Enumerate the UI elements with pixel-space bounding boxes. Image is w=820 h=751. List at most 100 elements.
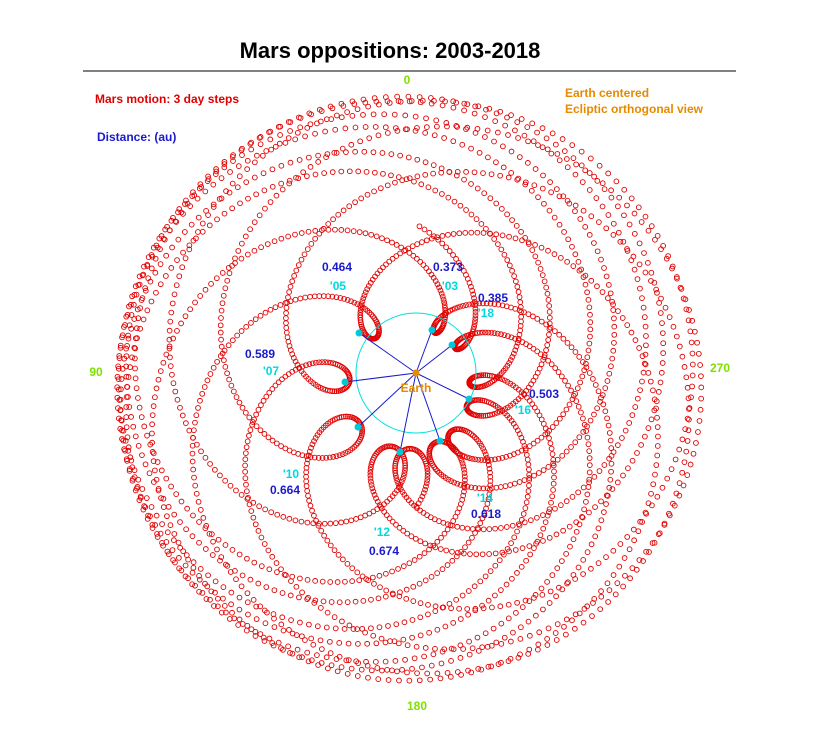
mars-position: [530, 440, 537, 447]
mars-position: [359, 428, 366, 435]
mars-position: [642, 269, 649, 276]
mars-position: [414, 173, 421, 180]
mars-position: [124, 343, 130, 349]
mars-position: [186, 242, 193, 249]
mars-position: [273, 560, 280, 566]
mars-position: [324, 537, 331, 544]
mars-position: [331, 388, 338, 395]
mars-position: [123, 313, 130, 320]
mars-position: [129, 293, 135, 300]
mars-position: [228, 382, 235, 389]
mars-position: [563, 156, 570, 162]
mars-position: [631, 210, 638, 217]
mars-position: [289, 650, 296, 657]
mars-position: [196, 519, 202, 525]
mars-position: [396, 677, 402, 684]
mars-position: [643, 510, 650, 517]
mars-position: [403, 586, 410, 593]
mars-position: [323, 624, 330, 631]
mars-position: [461, 482, 467, 489]
mars-position: [273, 192, 280, 199]
opposition-distance: 0.503: [529, 387, 559, 401]
mars-position: [229, 547, 236, 553]
mars-position: [509, 522, 516, 529]
mars-position: [327, 650, 334, 656]
mars-position: [351, 443, 358, 450]
mars-position: [170, 380, 177, 387]
mars-position: [583, 360, 589, 367]
opposition-distance: 0.664: [270, 483, 300, 497]
mars-position: [544, 636, 550, 642]
mars-position: [615, 229, 622, 236]
mars-position: [378, 635, 385, 642]
mars-position: [213, 168, 220, 175]
mars-position: [350, 228, 357, 234]
mars-position: [591, 411, 597, 418]
mars-position: [666, 512, 673, 519]
mars-position: [377, 185, 384, 192]
mars-position: [289, 573, 296, 580]
mars-position: [417, 538, 424, 545]
mars-position: [535, 142, 541, 148]
mars-position: [222, 561, 229, 568]
mars-position: [327, 638, 333, 645]
mars-position: [586, 476, 593, 483]
mars-position: [480, 372, 487, 378]
mars-position: [239, 152, 245, 158]
mars-position: [199, 228, 206, 235]
mars-position: [294, 646, 301, 653]
mars-position: [526, 443, 533, 449]
mars-position: [224, 563, 231, 569]
mars-position: [370, 488, 377, 495]
mars-position: [400, 636, 407, 643]
mars-position: [594, 248, 601, 255]
mars-position: [270, 611, 277, 617]
mars-position: [265, 434, 272, 441]
mars-position: [193, 490, 200, 497]
mars-position: [500, 164, 507, 171]
mars-position: [325, 221, 332, 227]
mars-position: [325, 359, 331, 366]
mars-position: [580, 359, 586, 365]
mars-position: [392, 472, 399, 479]
mars-position: [121, 324, 127, 330]
mars-position: [196, 572, 202, 579]
mars-position: [579, 514, 586, 521]
mars-position: [472, 530, 478, 536]
mars-position: [518, 228, 524, 235]
mars-position: [572, 611, 579, 618]
mars-position: [514, 528, 520, 535]
mars-position: [563, 551, 569, 557]
opposition-point: [354, 423, 362, 431]
mars-position: [491, 236, 498, 242]
mars-position: [436, 284, 442, 291]
mars-position: [572, 576, 578, 582]
mars-position: [640, 369, 647, 376]
mars-position: [287, 298, 294, 305]
mars-position: [405, 93, 412, 100]
mars-position: [678, 286, 685, 292]
mars-position: [398, 244, 404, 251]
mars-position: [261, 638, 268, 644]
legend-distance: Distance: (au): [97, 130, 176, 144]
mars-position: [283, 315, 289, 321]
mars-position: [686, 416, 692, 423]
opposition-distance: 0.373: [433, 260, 463, 274]
mars-position: [233, 576, 239, 583]
mars-position: [464, 124, 471, 131]
mars-position: [539, 591, 546, 598]
mars-position: [360, 96, 367, 103]
mars-position: [491, 410, 498, 417]
mars-position: [115, 386, 122, 393]
mars-position: [296, 157, 303, 163]
mars-position: [653, 398, 660, 405]
mars-position: [470, 291, 477, 298]
mars-position: [321, 170, 327, 176]
mars-position: [332, 126, 339, 133]
mars-position: [308, 445, 314, 451]
mars-position: [182, 255, 189, 262]
mars-position: [132, 487, 139, 494]
mars-position: [551, 474, 557, 481]
mars-position: [152, 394, 158, 401]
mars-position: [448, 658, 454, 664]
